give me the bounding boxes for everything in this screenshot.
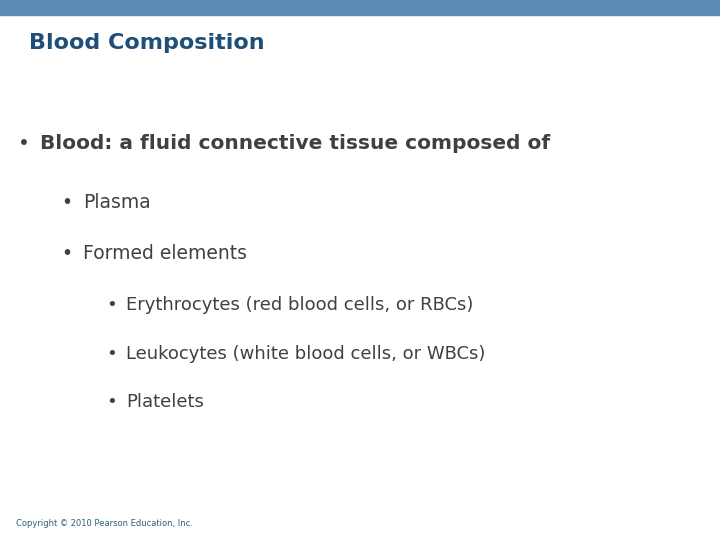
Text: Copyright © 2010 Pearson Education, Inc.: Copyright © 2010 Pearson Education, Inc. [16, 519, 193, 528]
Text: Platelets: Platelets [126, 393, 204, 411]
Text: Blood Composition: Blood Composition [29, 33, 264, 53]
Text: Blood: a fluid connective tissue composed of: Blood: a fluid connective tissue compose… [40, 133, 550, 153]
Text: Erythrocytes (red blood cells, or RBCs): Erythrocytes (red blood cells, or RBCs) [126, 296, 473, 314]
Bar [0, 0, 720, 15]
Text: Formed elements: Formed elements [83, 244, 247, 264]
Text: •: • [61, 244, 72, 264]
Text: •: • [107, 393, 117, 411]
Text: •: • [61, 193, 72, 212]
Text: •: • [107, 296, 117, 314]
Text: •: • [18, 133, 30, 153]
Text: Leukocytes (white blood cells, or WBCs): Leukocytes (white blood cells, or WBCs) [126, 345, 485, 363]
Text: Plasma: Plasma [83, 193, 150, 212]
Text: •: • [107, 345, 117, 363]
